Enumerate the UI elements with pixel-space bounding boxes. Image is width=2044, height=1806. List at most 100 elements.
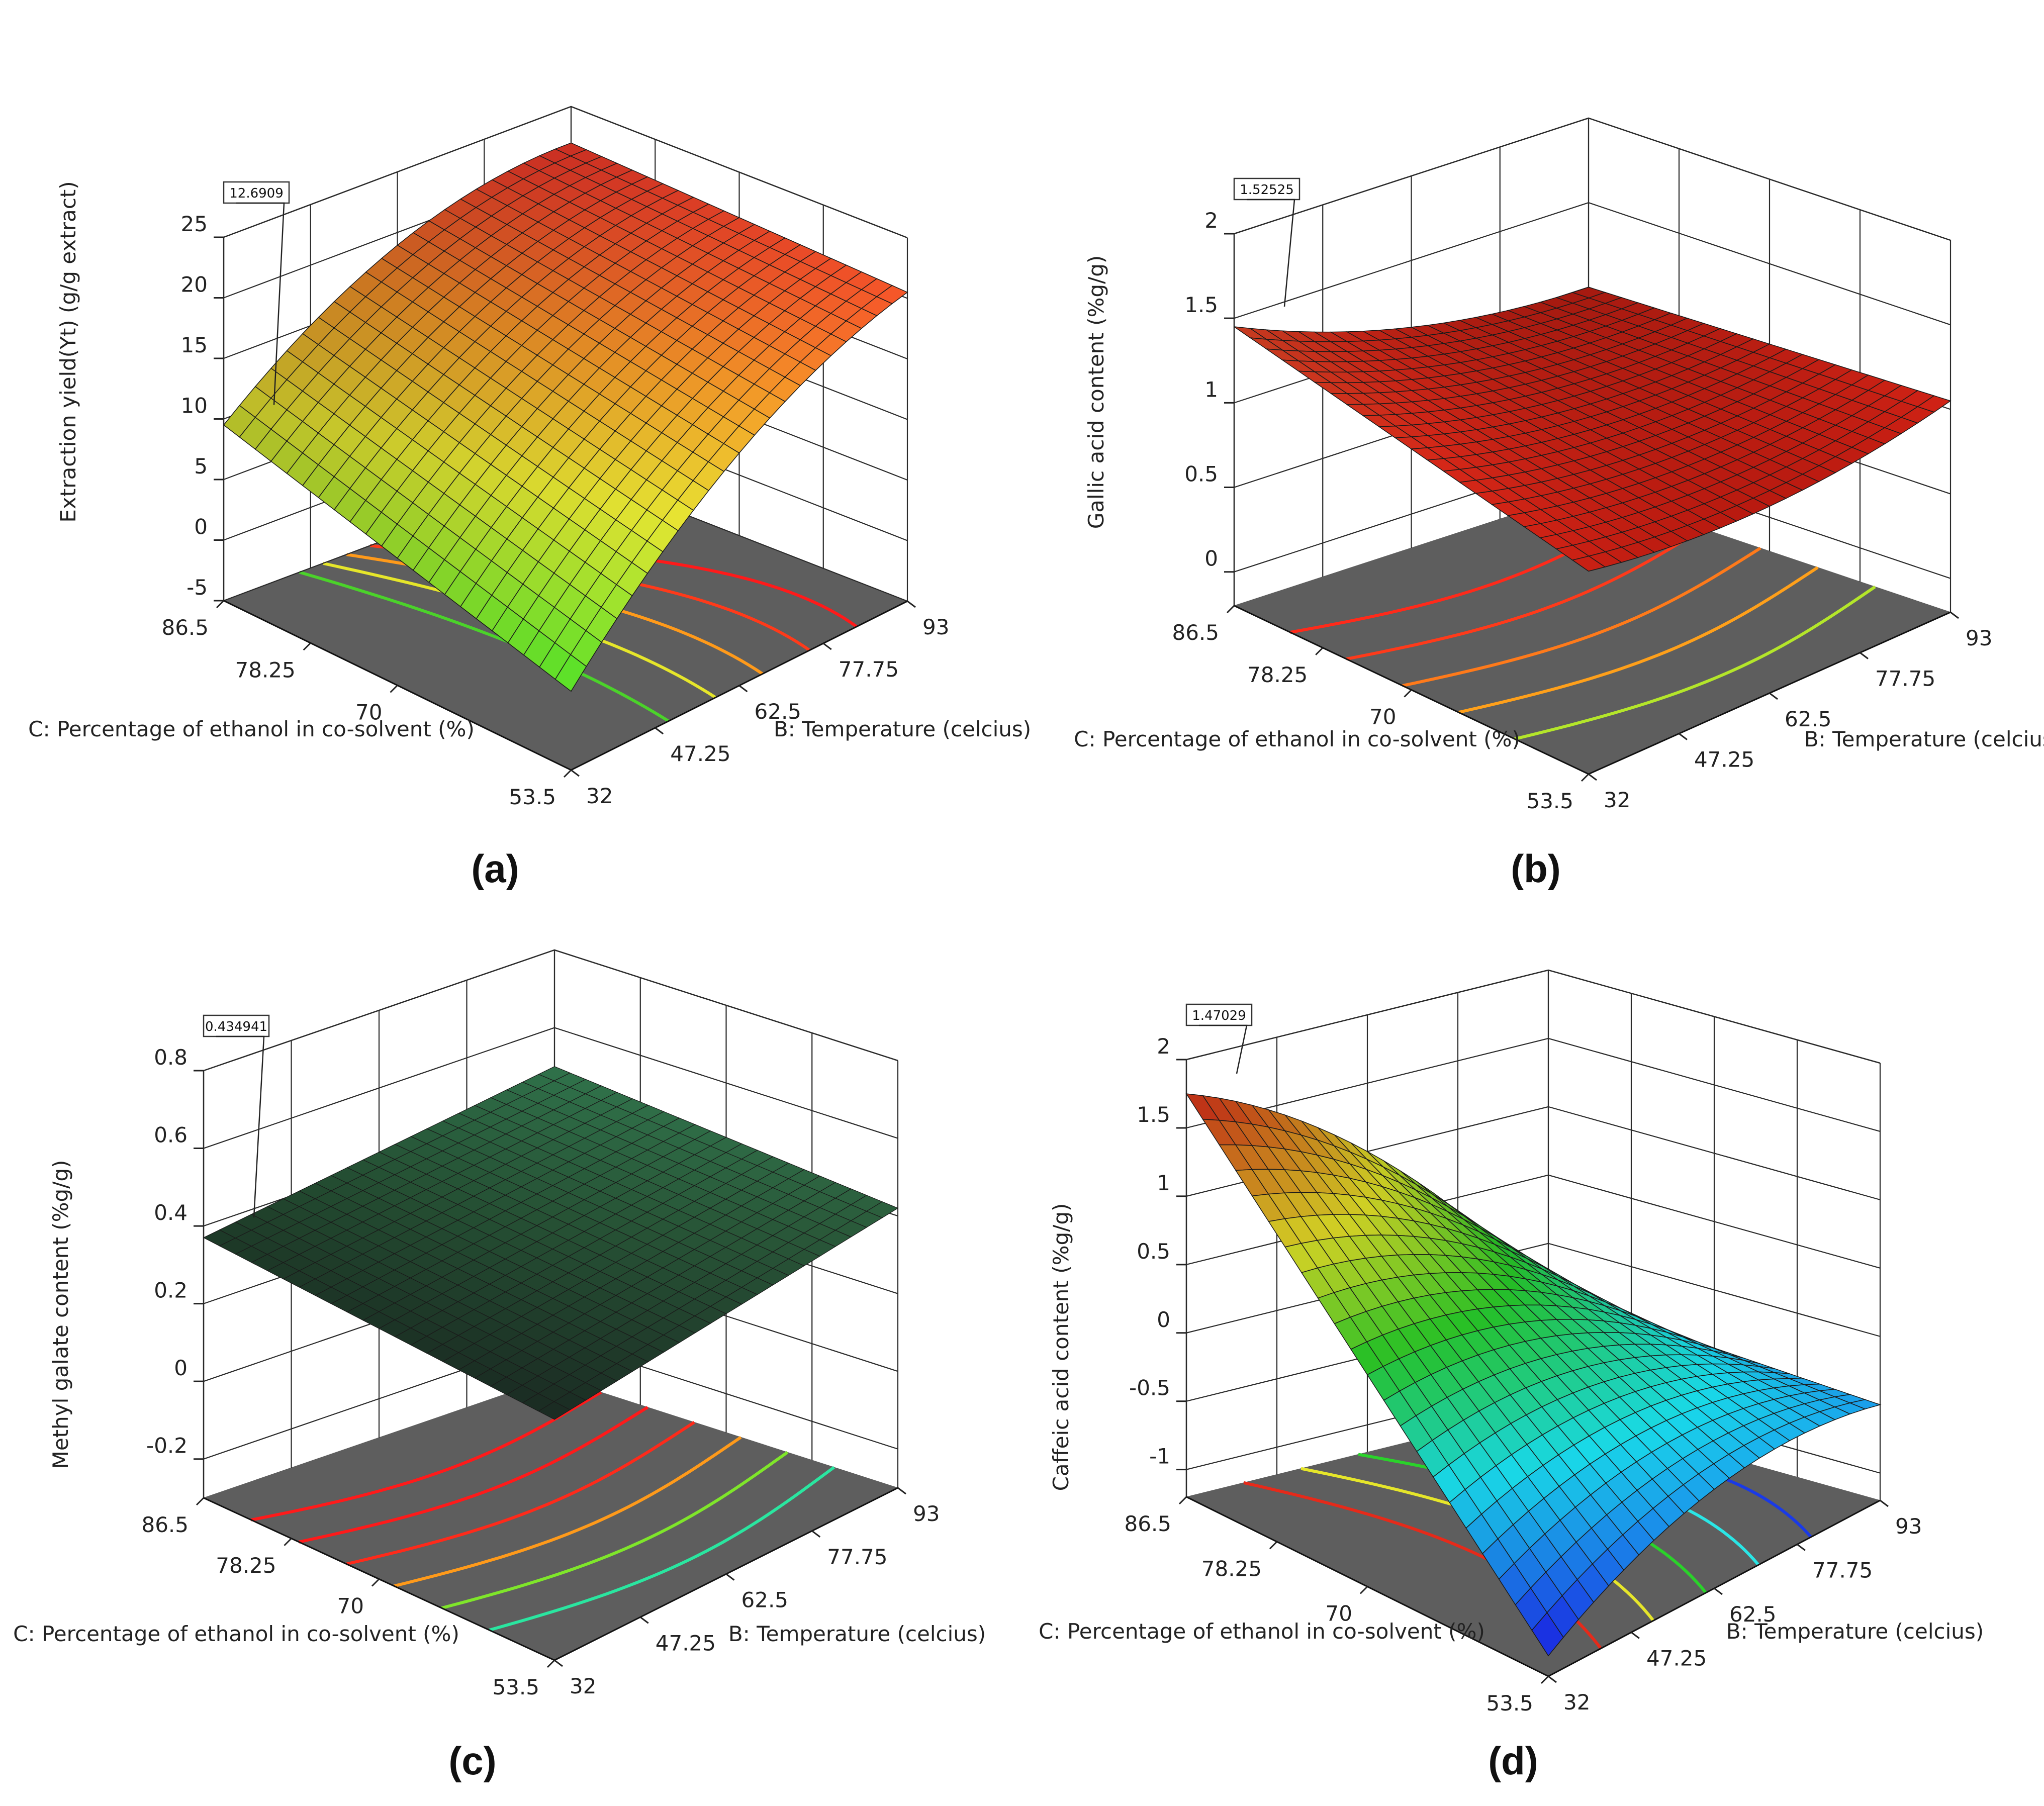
c-tick [284, 1538, 292, 1546]
b-tick-label: 93 [1966, 626, 1992, 650]
z-tick-label: 0.4 [154, 1200, 188, 1225]
c-tick-label: 70 [355, 700, 382, 725]
response-surface [203, 1066, 899, 1420]
value-marker-box [1185, 1003, 1253, 1026]
c-tick [216, 600, 225, 609]
c-tick-label: 53.5 [1526, 789, 1573, 813]
wall-top-edge [223, 106, 908, 239]
surface-cell [1571, 555, 1606, 572]
c-tick-label: 53.5 [1486, 1691, 1533, 1716]
z-tick-label: -0.2 [146, 1434, 188, 1458]
contour-line [298, 1406, 648, 1544]
b-tick-label: 62.5 [755, 699, 802, 724]
value-marker-label: 12.6909 [229, 186, 284, 201]
c-tick [371, 1578, 380, 1587]
contour-line [1458, 566, 1819, 714]
panel-letter: (d) [1488, 1739, 1538, 1783]
z-tick-label: 1.5 [1184, 293, 1218, 317]
panel-letter: (b) [1511, 846, 1561, 891]
b-tick-label: 62.5 [1785, 707, 1832, 731]
z-tick-label: -1 [1149, 1444, 1170, 1469]
b-tick-label: 47.25 [1646, 1646, 1707, 1671]
b-tick [1588, 773, 1597, 781]
c-tick-label: 78.25 [1247, 662, 1308, 687]
z-tick-label: 0 [174, 1356, 188, 1380]
contour-line [1402, 546, 1761, 688]
c-tick-label: 78.25 [235, 657, 296, 682]
b-tick [1950, 611, 1959, 619]
b-tick-label: 62.5 [1729, 1602, 1777, 1627]
c-tick [1359, 1586, 1368, 1594]
wall-top-edge [203, 949, 898, 1072]
surface-cell [538, 1401, 571, 1420]
c-tick-label: 86.5 [141, 1512, 189, 1537]
b-tick [811, 1530, 821, 1538]
contour-line [394, 1436, 742, 1588]
b-tick [738, 685, 748, 693]
z-tick-label: 0.5 [1184, 462, 1218, 487]
z-tick-label: 25 [181, 212, 208, 236]
wall-gridline [1234, 117, 1951, 241]
value-marker-label: 1.52525 [1240, 182, 1294, 198]
floor-plane [203, 1377, 899, 1661]
z-tick-label: 1 [1157, 1171, 1170, 1195]
value-marker-label: 0.434941 [205, 1019, 267, 1034]
z-axis-title: Gallic acid content (%g/g) [1084, 255, 1108, 529]
z-tick-label: 20 [181, 272, 208, 297]
chart-panel-3: 0.8 0.6 0.4 0.2 0 -0.2 86.5 78.25 70 53.5 32 47.25 6… [13, 949, 986, 1783]
c-tick [196, 1497, 205, 1506]
b-tick-label: 62.5 [741, 1588, 789, 1612]
wall-gridline [1186, 969, 1881, 1064]
b-axis-title: B: Temperature (celcius) [1726, 1619, 1984, 1644]
z-tick-label: 0.6 [154, 1123, 188, 1148]
c-tick-label: 53.5 [492, 1675, 539, 1699]
b-tick [1860, 652, 1869, 659]
c-tick [1269, 1541, 1278, 1550]
panel-letter: (a) [471, 846, 519, 891]
c-tick [546, 1659, 555, 1668]
response-surface [223, 142, 908, 692]
b-tick-label: 77.75 [827, 1545, 887, 1569]
b-tick-label: 47.25 [670, 741, 730, 766]
z-tick-label: 15 [181, 333, 208, 357]
z-tick-label: 5 [194, 454, 208, 479]
c-tick-label: 70 [1326, 1601, 1352, 1626]
c-tick-label: 78.25 [216, 1553, 276, 1578]
contour-line [1346, 527, 1704, 661]
b-tick [639, 1617, 649, 1624]
z-tick-label: 0.2 [154, 1278, 188, 1303]
contour-line [346, 1421, 695, 1566]
b-axis-title: B: Temperature (celcius) [1804, 727, 2044, 751]
c-tick-label: 86.5 [1172, 620, 1219, 645]
c-axis-title: C: Percentage of ethanol in co-solvent (… [1074, 727, 1520, 751]
b-tick [1679, 733, 1688, 740]
b-axis-title: B: Temperature (celcius) [728, 1622, 986, 1646]
surface-cell [554, 654, 587, 692]
z-axis-title: Caffeic acid content (%g/g) [1049, 1203, 1073, 1491]
b-tick [822, 642, 832, 650]
c-tick [1581, 773, 1590, 782]
c-axis-title: C: Percentage of ethanol in co-solvent (… [13, 1622, 459, 1646]
z-tick-label: 2 [1204, 208, 1218, 233]
z-tick-label: 2 [1157, 1034, 1170, 1059]
c-tick [1315, 647, 1324, 655]
b-tick [1797, 1544, 1806, 1551]
b-tick [571, 769, 580, 777]
c-tick [563, 769, 572, 778]
wall-top-edge [1186, 969, 1881, 1064]
c-tick [390, 685, 398, 693]
z-tick-label: 1 [1204, 377, 1218, 402]
contour-line [1514, 585, 1876, 741]
c-tick-label: 86.5 [161, 615, 209, 640]
chart-panel-4: 2 1.5 1 0.5 0 -0.5 -1 86.5 78.25 70 53.5 32 47.25 62.… [1039, 969, 1984, 1783]
b-tick [1714, 1587, 1723, 1595]
c-tick [1404, 689, 1412, 698]
value-marker-line [1247, 199, 1295, 307]
z-tick-label: 1.5 [1137, 1102, 1170, 1127]
chart-panel-1: 25 20 15 10 5 0 -5 86.5 78.25 70 53.5 32 47.25 62.5 77… [28, 106, 1031, 891]
value-marker-box [223, 181, 290, 204]
panel-letter: (c) [448, 1739, 496, 1783]
b-tick [554, 1659, 563, 1667]
b-tick [655, 727, 664, 735]
